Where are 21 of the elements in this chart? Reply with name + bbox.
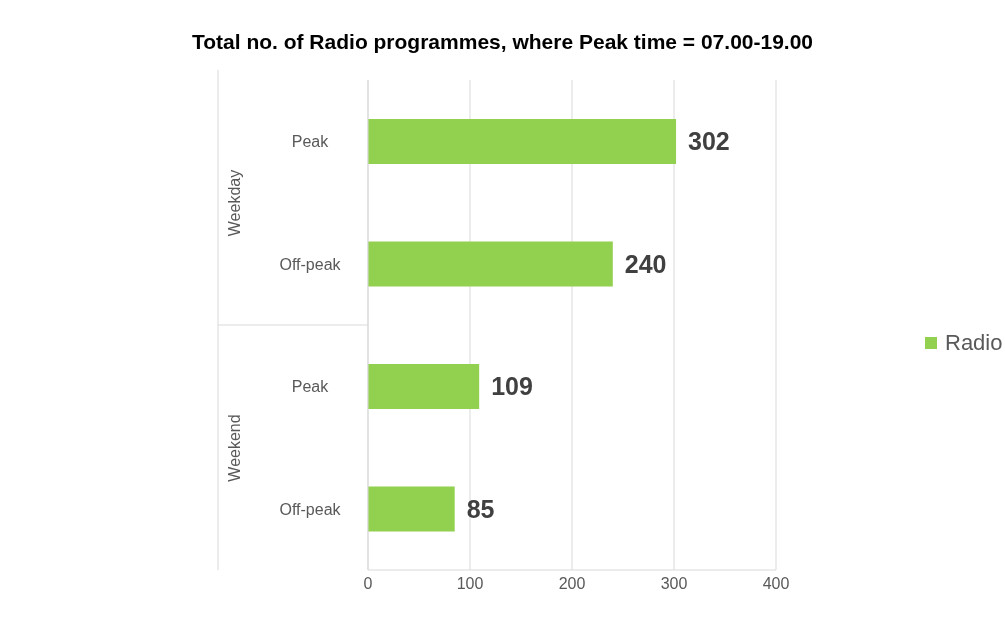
text: Weekday: [225, 168, 244, 238]
y-tick-label: Peak: [291, 378, 330, 396]
bar: [368, 486, 455, 532]
y-tick-label: Off-peak: [279, 255, 342, 273]
data-label: 302: [688, 127, 730, 156]
chart-title: Total no. of Radio programmes, where Peak time = 07.00-19.00: [190, 30, 815, 54]
x-tick-label: 400: [762, 575, 790, 593]
x-tick-label: 0: [363, 575, 373, 593]
data-label: 85: [466, 494, 495, 523]
bar: [368, 241, 613, 287]
x-tick-label: 100: [456, 575, 484, 593]
y-tick-label: Peak: [291, 133, 330, 151]
x-tick-label: 300: [660, 575, 688, 593]
x-tick-label: 200: [558, 575, 586, 593]
data-label: 109: [491, 372, 533, 401]
bar: [368, 119, 677, 164]
y-tick-label: Off-peak: [279, 500, 342, 518]
text: Weekend: [225, 412, 244, 484]
bar: [368, 364, 480, 409]
data-label: 240: [624, 249, 667, 278]
legend-label: Radio: [944, 330, 1004, 356]
